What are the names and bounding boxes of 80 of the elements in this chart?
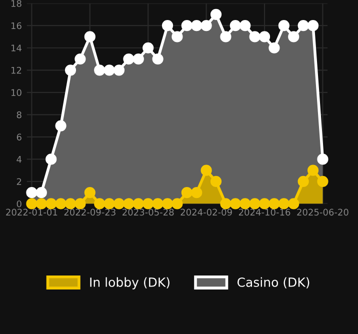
y-tick-label: 10	[11, 89, 22, 96]
point	[94, 64, 106, 76]
point	[298, 176, 309, 188]
point	[104, 64, 115, 76]
point	[123, 198, 134, 210]
point	[113, 198, 125, 210]
point	[191, 20, 202, 32]
point	[36, 187, 47, 198]
point	[152, 53, 164, 65]
point	[36, 198, 47, 210]
point	[210, 176, 222, 188]
point	[162, 198, 174, 210]
point	[26, 198, 38, 210]
y-tick-label: 6	[16, 134, 22, 140]
point	[132, 198, 144, 210]
point	[142, 42, 154, 54]
point	[200, 20, 212, 32]
x-tick-label: 2022-09-23	[64, 208, 116, 216]
point	[230, 198, 241, 210]
point	[55, 198, 66, 210]
point	[307, 164, 319, 176]
y-tick-label: 2	[16, 178, 22, 185]
y-tick-label: 14	[11, 44, 22, 52]
point	[278, 198, 290, 210]
point	[132, 53, 144, 65]
point	[268, 42, 280, 54]
point	[104, 198, 115, 210]
point	[191, 187, 202, 198]
point	[220, 198, 232, 210]
point	[268, 198, 280, 210]
point	[26, 187, 38, 198]
point	[181, 187, 192, 198]
point	[288, 31, 300, 42]
point	[74, 198, 86, 210]
point	[210, 8, 222, 20]
point	[46, 198, 57, 210]
y-tick-label: 18	[11, 0, 22, 7]
point	[298, 20, 309, 32]
point	[240, 198, 251, 210]
point	[230, 20, 241, 32]
point	[113, 64, 125, 76]
point	[55, 120, 66, 132]
x-tick-label: 2023-05-28	[122, 208, 174, 216]
point	[240, 20, 251, 32]
x-tick-label: 2024-10-16	[238, 208, 290, 216]
point	[64, 198, 76, 210]
legend-label: In lobby (DK)	[90, 277, 170, 290]
point	[84, 31, 96, 42]
y-tick-label: 0	[16, 200, 22, 208]
point	[84, 187, 96, 198]
point	[258, 31, 270, 42]
point	[278, 20, 290, 32]
point	[123, 53, 134, 65]
y-tick-label: 12	[11, 66, 22, 74]
point	[74, 53, 86, 65]
point	[64, 64, 76, 76]
point	[307, 20, 319, 32]
legend-label: Casino (DK)	[237, 277, 310, 288]
y-tick-label: 16	[11, 22, 22, 30]
x-tick-label: 2022-01-01	[6, 208, 58, 216]
point	[181, 20, 192, 32]
point	[172, 31, 183, 42]
point	[258, 198, 270, 210]
point	[249, 31, 260, 42]
x-tick-label: 2025-06-20	[297, 208, 348, 216]
point	[46, 154, 57, 165]
y-tick-label: 8	[16, 111, 22, 118]
point	[200, 164, 212, 176]
point	[94, 198, 106, 210]
point	[152, 198, 164, 210]
point	[317, 154, 328, 165]
y-tick-label: 4	[16, 156, 22, 163]
point	[317, 176, 328, 188]
point	[162, 20, 174, 32]
x-tick-label: 2024-02-09	[180, 208, 232, 216]
point	[249, 198, 260, 210]
point	[288, 198, 300, 210]
point	[220, 31, 232, 42]
point	[172, 198, 183, 210]
point	[142, 198, 154, 210]
